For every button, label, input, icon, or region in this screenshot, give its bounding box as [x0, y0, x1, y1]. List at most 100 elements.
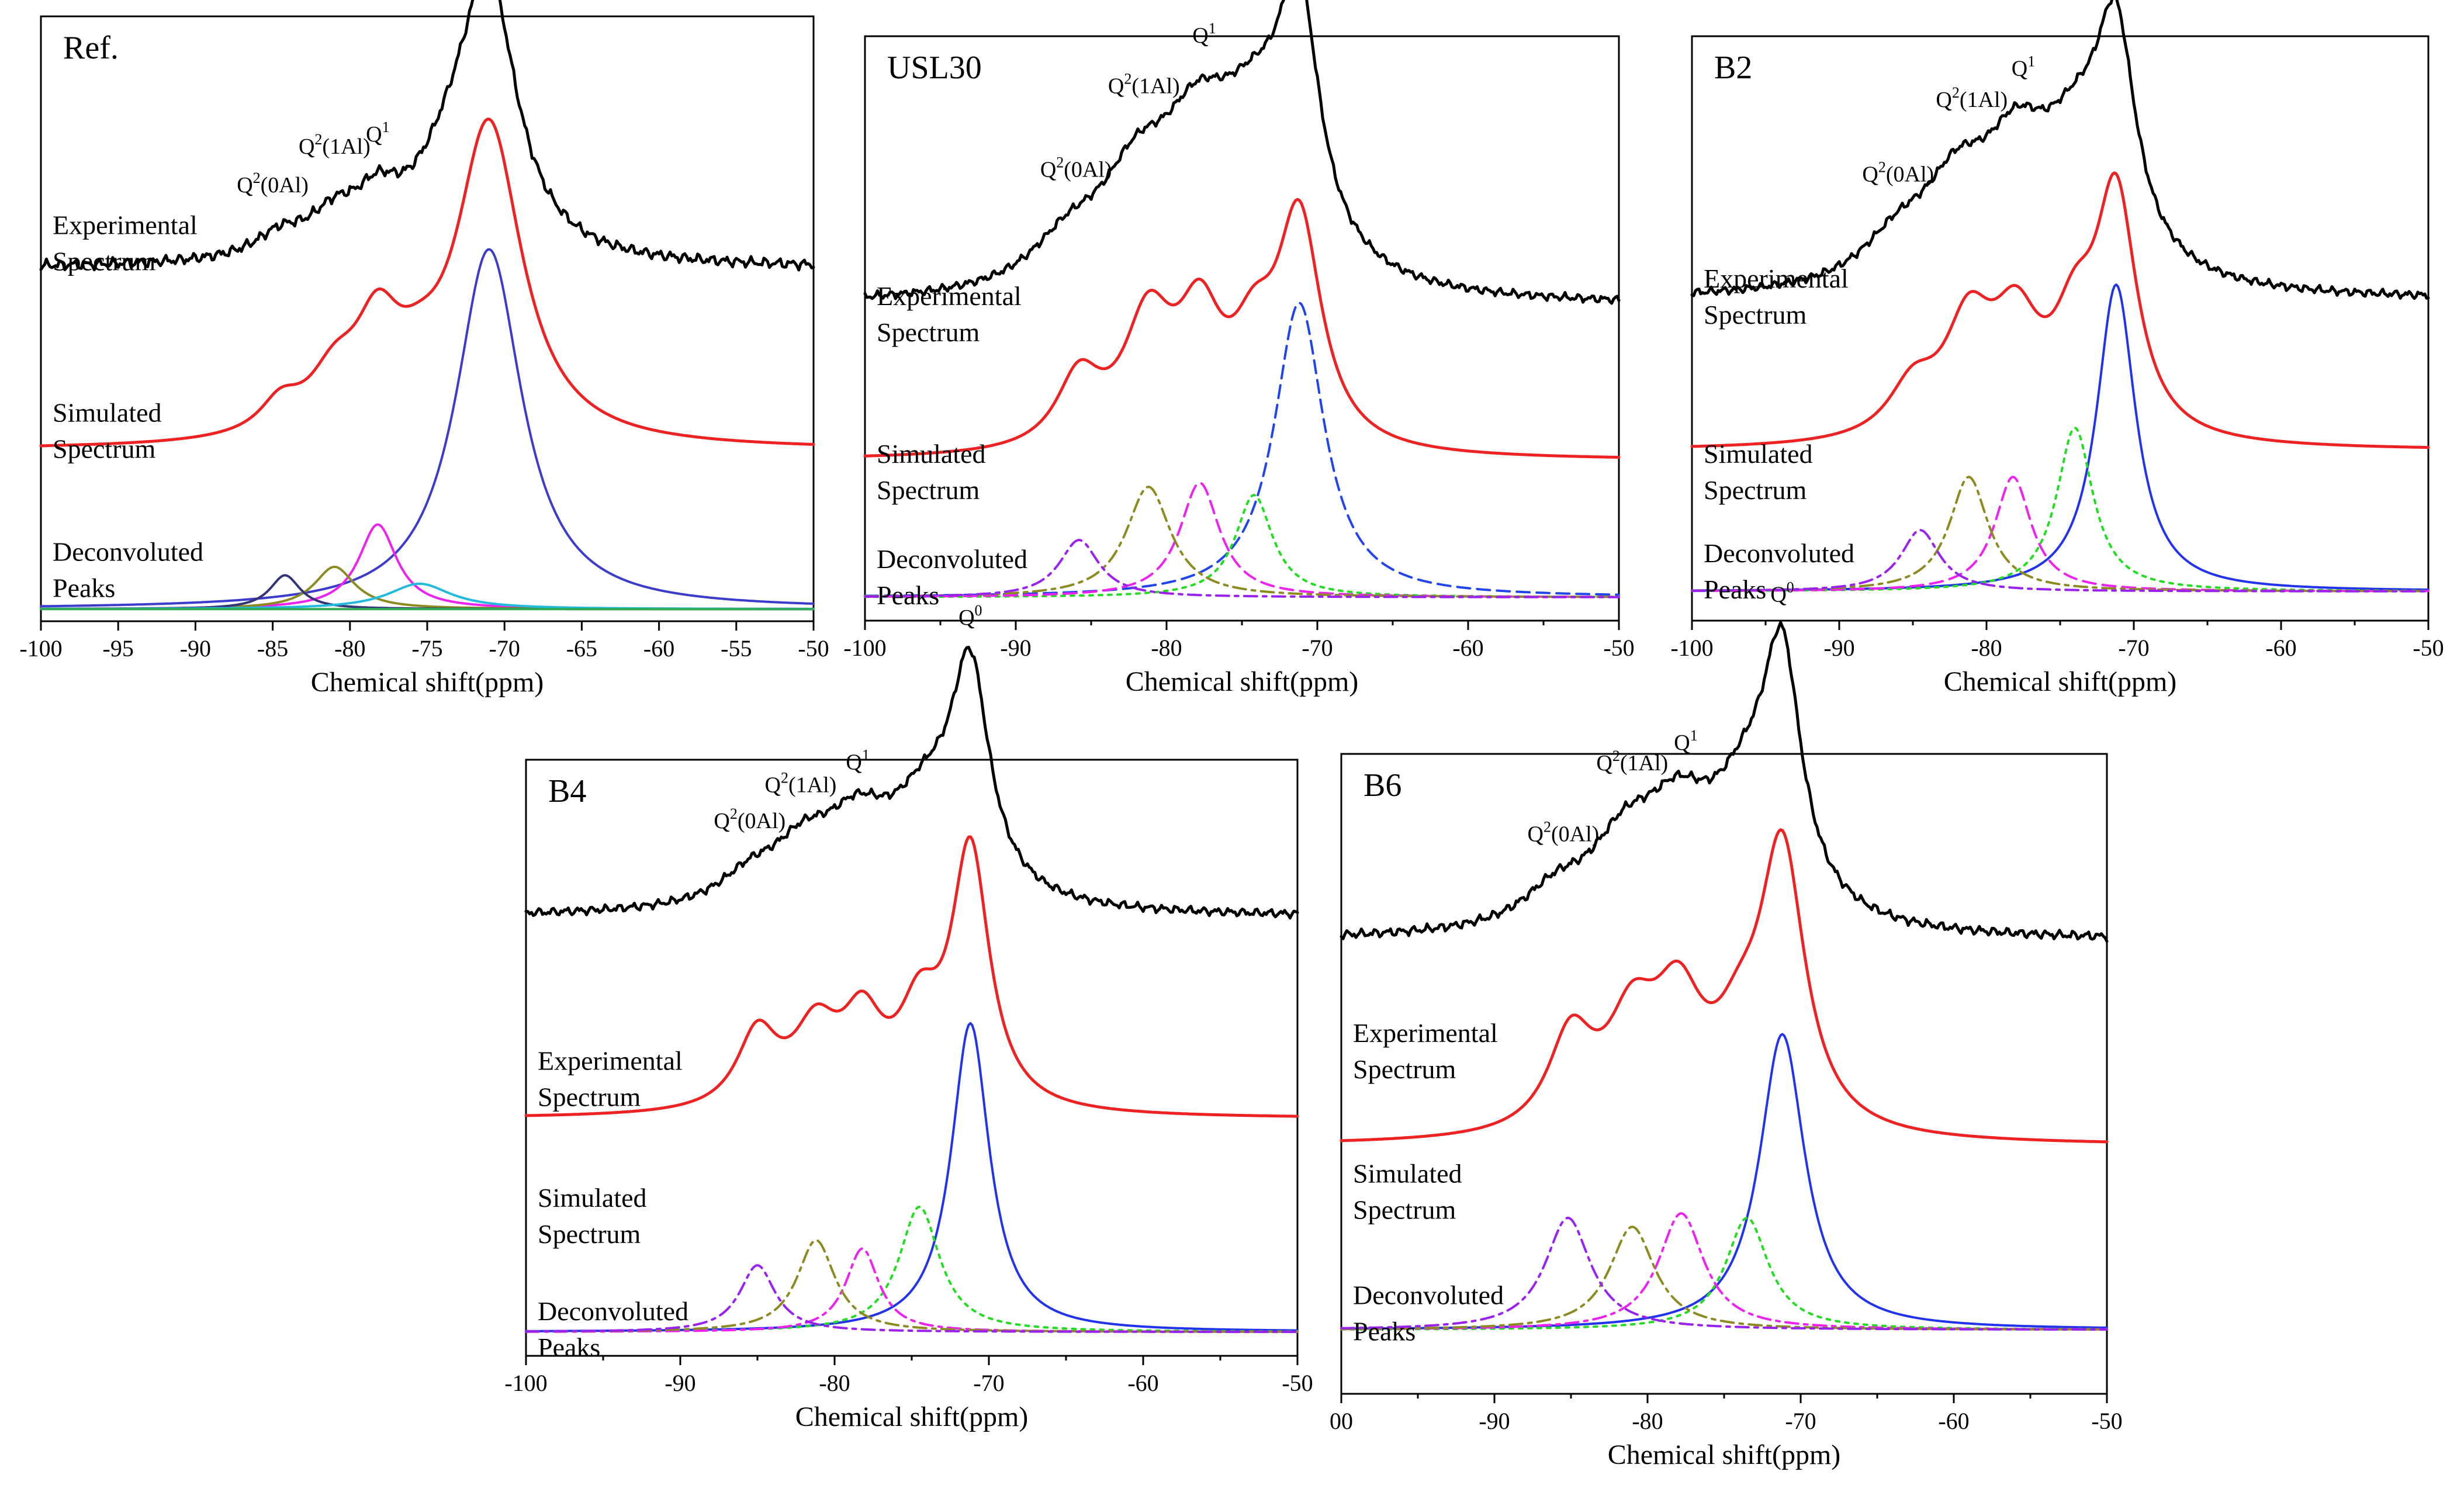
x-tick-label: -95 — [103, 635, 134, 662]
label-deconvoluted: Deconvoluted — [538, 1296, 688, 1326]
x-tick-label: -60 — [1127, 1370, 1158, 1396]
x-tick-label: -80 — [819, 1370, 850, 1396]
peak-annotation: Q1 — [1192, 20, 1216, 48]
x-tick-label: -70 — [1302, 635, 1333, 661]
series-q0 — [40, 248, 815, 608]
x-tick-label: -85 — [257, 635, 288, 662]
label-experimental: Spectrum — [53, 247, 156, 276]
series-q1 — [1340, 1212, 2108, 1331]
x-tick-label: 00 — [1330, 1408, 1353, 1434]
panel-title: B6 — [1363, 767, 1401, 804]
label-deconvoluted: Peaks — [53, 573, 115, 603]
peak-annotation: Q2(1Al) — [1936, 84, 2008, 112]
peak-annotation: Q0 — [958, 602, 982, 630]
x-tick-label: -100 — [504, 1370, 547, 1396]
label-simulated: Spectrum — [1704, 475, 1807, 505]
x-tick-label: -50 — [2413, 635, 2444, 661]
label-deconvoluted: Peaks — [1704, 574, 1766, 604]
series-q0 — [1340, 1033, 2108, 1330]
label-experimental: Experimental — [53, 210, 198, 240]
label-simulated: Spectrum — [1353, 1195, 1456, 1225]
panel-title: B4 — [548, 773, 586, 809]
peak-annotation: Q2(0Al) — [1528, 819, 1600, 847]
x-tick-label: -100 — [843, 635, 886, 661]
peak-annotation: Q2(1Al) — [765, 769, 837, 797]
label-simulated: Simulated — [1353, 1159, 1462, 1189]
x-axis-label: Chemical shift(ppm) — [311, 667, 544, 698]
peak-annotation: Q1 — [2012, 53, 2035, 81]
label-deconvoluted: Deconvoluted — [877, 544, 1027, 574]
panel-ref: Ref. -100 -95 -90 -85 -80 -75 -70 -65 -60 -55 -50 Ch… — [19, 0, 829, 698]
label-experimental: Spectrum — [1704, 300, 1807, 330]
panel-b4: B4 -100 -90 -80 -70 -60 -50 Chemical shift(ppm)… — [504, 602, 1313, 1432]
x-tick-label: -60 — [1452, 635, 1483, 661]
x-tick-label: -55 — [721, 635, 752, 662]
x-tick-label: -90 — [1000, 635, 1031, 661]
x-axis-label: Chemical shift(ppm) — [795, 1401, 1029, 1432]
x-tick-label: -50 — [2091, 1408, 2122, 1434]
series-q2-1al- — [40, 565, 815, 611]
label-simulated: Simulated — [53, 397, 162, 427]
series-simulated-spectrum — [1340, 828, 2109, 1144]
panel-b2: B2 -100 -90 -80 -70 -60 -50 Chemical shift(ppm)… — [1670, 0, 2444, 697]
label-experimental: Experimental — [538, 1046, 683, 1075]
series-experimental-spectrum — [524, 646, 1299, 920]
label-deconvoluted: Peaks — [538, 1332, 600, 1362]
series-q2-0al- — [864, 539, 1620, 598]
label-simulated: Simulated — [1704, 439, 1813, 469]
x-tick-label: -60 — [643, 635, 674, 662]
x-tick-label: -100 — [19, 635, 62, 662]
series-q2-0al- — [525, 1264, 1299, 1333]
peak-annotation: Q1 — [1674, 727, 1697, 755]
label-simulated: Spectrum — [53, 434, 156, 463]
series-simulated-spectrum — [524, 835, 1299, 1118]
x-axis-label: Chemical shift(ppm) — [1608, 1439, 1841, 1470]
x-tick-label: -70 — [2118, 635, 2149, 661]
peak-annotation: Q2(1Al) — [1108, 71, 1180, 99]
x-tick-label: -90 — [180, 635, 211, 662]
series-q2-1al- — [525, 1239, 1299, 1333]
x-tick-label: -75 — [411, 635, 442, 662]
peak-annotation: Q2(0Al) — [714, 805, 785, 833]
series-simulated-spectrum — [863, 198, 1621, 459]
label-simulated: Spectrum — [538, 1219, 641, 1249]
label-experimental: Experimental — [877, 281, 1022, 311]
series-experimental-spectrum — [1690, 0, 2430, 300]
panel-b6: B6 00 -90 -80 -70 -60 -50 Chemical shift(ppm) Ex… — [1330, 579, 2123, 1470]
series-experimental-spectrum — [1340, 621, 2109, 943]
label-experimental: Spectrum — [877, 317, 980, 347]
x-tick-label: -50 — [798, 635, 829, 662]
label-deconvoluted: Deconvoluted — [1353, 1280, 1504, 1310]
x-tick-label: -90 — [1479, 1408, 1510, 1434]
panel-title: USL30 — [887, 50, 982, 86]
x-tick-label: -65 — [566, 635, 597, 662]
x-tick-label: -70 — [1785, 1408, 1816, 1434]
label-experimental: Spectrum — [538, 1082, 641, 1112]
label-deconvoluted: Deconvoluted — [53, 537, 203, 567]
peak-annotation: Q2(0Al) — [1040, 154, 1112, 182]
x-tick-label: -90 — [1823, 635, 1854, 661]
series-simulated-spectrum — [1690, 171, 2430, 449]
x-tick-label: -60 — [2265, 635, 2296, 661]
x-tick-label: -90 — [665, 1370, 695, 1396]
label-experimental: Experimental — [1704, 264, 1849, 293]
panel-title: B2 — [1714, 50, 1752, 86]
series-experimental-spectrum — [39, 0, 815, 272]
series-q2-1al- — [1340, 1226, 2108, 1331]
x-tick-label: -100 — [1670, 635, 1713, 661]
series-q1 — [864, 482, 1620, 598]
peak-annotation: Q0 — [1770, 579, 1794, 607]
series-q1 — [525, 1247, 1299, 1333]
x-tick-label: -50 — [1603, 635, 1634, 661]
label-simulated: Simulated — [538, 1183, 647, 1213]
x-axis-label: Chemical shift(ppm) — [1126, 666, 1359, 697]
panel-title: Ref. — [63, 30, 119, 66]
x-tick-label: -80 — [1632, 1408, 1663, 1434]
x-tick-label: -50 — [1282, 1370, 1313, 1396]
x-axis-label: Chemical shift(ppm) — [1944, 666, 2177, 697]
label-deconvoluted: Peaks — [1353, 1317, 1416, 1346]
peak-annotation: Q2(0Al) — [237, 169, 309, 198]
series-experimental-spectrum — [863, 0, 1621, 305]
series-q2-0al- — [1340, 1217, 2108, 1331]
